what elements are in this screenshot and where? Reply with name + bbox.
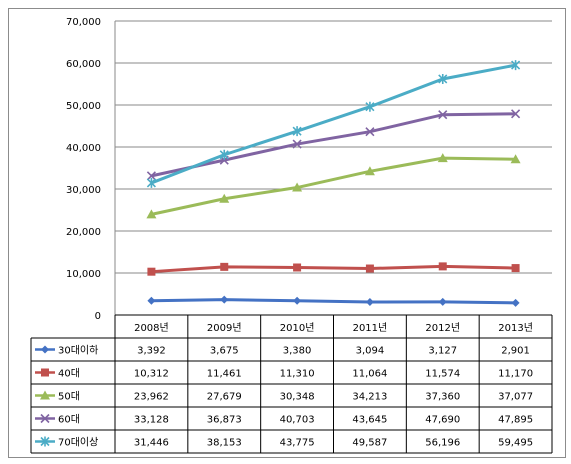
y-tick-label: 30,000 (66, 185, 101, 196)
data-point-marker (41, 345, 49, 354)
y-tick-label: 50,000 (66, 101, 101, 112)
data-point-marker (510, 154, 521, 164)
data-table-value: 11,574 (425, 369, 460, 380)
data-table-value: 11,310 (280, 369, 315, 380)
data-point-marker (511, 109, 521, 119)
data-table-value: 59,495 (498, 438, 533, 449)
data-point-marker (438, 297, 447, 306)
legend-label: 60대 (58, 414, 80, 426)
data-table-value: 23,962 (134, 392, 169, 403)
data-point-marker (438, 110, 448, 120)
data-table-value: 47,690 (425, 415, 460, 426)
series-line (151, 298, 516, 305)
data-point-marker (365, 298, 374, 307)
data-table-value: 3,392 (137, 346, 166, 357)
x-tick-label: 2011년 (353, 322, 388, 334)
series-line (151, 264, 516, 274)
y-tick-label: 0 (95, 311, 101, 322)
data-point-marker (292, 126, 302, 137)
data-table-value: 43,775 (280, 438, 315, 449)
data-point-marker (292, 139, 302, 149)
data-point-marker (147, 267, 156, 276)
x-tick-label: 2009년 (207, 322, 242, 334)
data-table-value: 10,312 (134, 369, 169, 380)
chart-frame (8, 8, 566, 458)
data-point-marker (511, 298, 520, 307)
data-point-marker (437, 153, 448, 163)
data-point-marker (220, 295, 229, 304)
data-table-value: 3,094 (356, 346, 385, 357)
data-table-value: 30,348 (280, 392, 315, 403)
data-table-value: 49,587 (352, 438, 387, 449)
data-point-marker (146, 209, 157, 219)
data-point-marker (40, 390, 50, 400)
series-line (151, 112, 516, 178)
data-point-marker (146, 171, 156, 181)
data-table-value: 3,380 (283, 346, 312, 357)
data-table-value: 2,901 (501, 346, 530, 357)
data-table-value: 56,196 (425, 438, 460, 449)
legend-label: 50대 (58, 391, 80, 403)
y-tick-label: 20,000 (66, 227, 101, 238)
legend-label: 40대 (58, 368, 80, 380)
y-tick-label: 60,000 (66, 59, 101, 70)
x-tick-label: 2012년 (425, 322, 460, 334)
data-table-value: 34,213 (352, 392, 387, 403)
data-point-marker (146, 177, 156, 188)
data-table-value: 11,170 (498, 369, 533, 380)
data-point-marker (219, 193, 230, 203)
data-point-marker (292, 182, 303, 192)
data-point-marker (41, 368, 49, 377)
data-point-marker (219, 149, 229, 160)
data-table-value: 3,675 (210, 346, 239, 357)
data-table-value: 11,064 (352, 369, 387, 380)
data-point-marker (147, 296, 156, 305)
data-point-marker (293, 296, 302, 305)
data-point-marker (365, 101, 375, 112)
data-table-value: 43,645 (352, 415, 387, 426)
series-line (151, 156, 516, 216)
data-table-value: 3,127 (428, 346, 457, 357)
data-table-value: 38,153 (207, 438, 242, 449)
data-point-marker (40, 413, 50, 424)
x-tick-label: 2010년 (280, 322, 315, 334)
data-point-marker (365, 127, 375, 137)
data-table-value: 33,128 (134, 415, 169, 426)
data-table-value: 31,446 (134, 438, 169, 449)
y-tick-label: 10,000 (66, 269, 101, 280)
data-point-marker (511, 60, 521, 71)
data-point-marker (40, 436, 50, 447)
data-point-marker (511, 264, 520, 273)
x-tick-label: 2013년 (498, 322, 533, 334)
data-point-marker (438, 73, 448, 84)
data-table-value: 11,461 (207, 369, 242, 380)
data-table-value: 37,360 (425, 392, 460, 403)
y-tick-label: 70,000 (66, 17, 101, 28)
data-point-marker (364, 166, 375, 176)
data-point-marker (438, 262, 447, 271)
legend-label: 70대이상 (58, 437, 98, 449)
data-table-value: 27,679 (207, 392, 242, 403)
series-line (150, 63, 516, 185)
y-tick-label: 40,000 (66, 143, 101, 154)
data-table-value: 40,703 (280, 415, 315, 426)
data-point-marker (365, 264, 374, 273)
data-point-marker (220, 262, 229, 271)
data-point-marker (293, 263, 302, 272)
legend-label: 30대이하 (58, 344, 98, 357)
data-table-value: 36,873 (207, 415, 242, 426)
data-table-value: 37,077 (498, 392, 533, 403)
data-table-value: 47,895 (498, 415, 533, 426)
x-tick-label: 2008년 (134, 322, 169, 334)
